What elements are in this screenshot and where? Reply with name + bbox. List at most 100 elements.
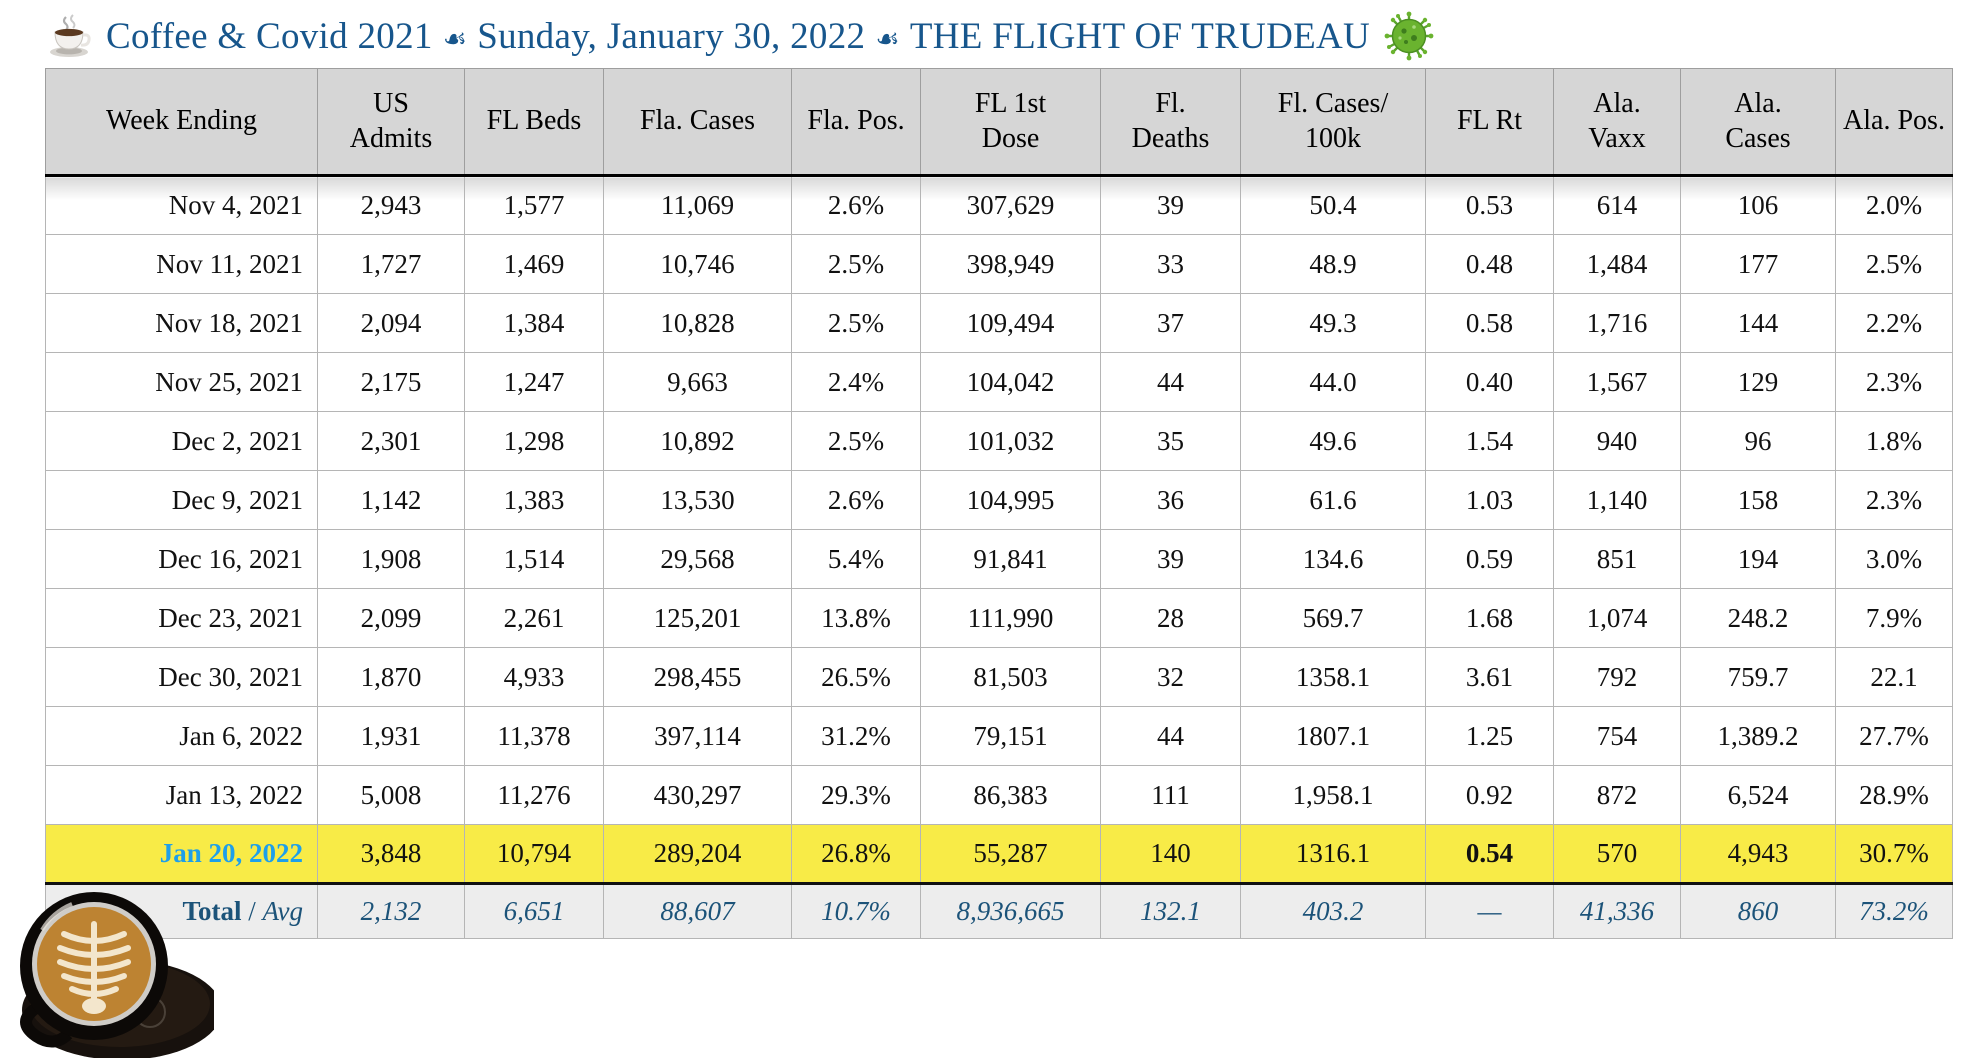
value-cell: 2.6% [791, 470, 921, 530]
value-cell: 28.9% [1835, 765, 1953, 825]
value-cell: 0.92 [1425, 765, 1554, 825]
value-cell: 7.9% [1835, 588, 1953, 648]
value-cell: 1,958.1 [1240, 765, 1426, 825]
value-cell: 61.6 [1240, 470, 1426, 530]
value-cell: 2,099 [317, 588, 465, 648]
week-ending-cell: Jan 20, 2022 [45, 824, 318, 885]
total-value-cell: 8,936,665 [920, 882, 1101, 939]
value-cell: 50.4 [1240, 175, 1426, 235]
week-ending-cell: Dec 2, 2021 [45, 411, 318, 471]
week-row: Jan 13, 2022 5,008 11,276 430,297 29.3% 86,38… [45, 765, 1953, 825]
value-cell: 79,151 [920, 706, 1101, 766]
total-value-cell: 860 [1680, 882, 1836, 939]
week-ending-cell: Jan 13, 2022 [45, 765, 318, 825]
column-header: Fla. Pos. [791, 68, 921, 177]
week-row: Dec 9, 2021 1,142 1,383 13,530 2.6% 104,995 36… [45, 470, 1953, 530]
week-row: Dec 2, 2021 2,301 1,298 10,892 2.5% 101,032 35… [45, 411, 1953, 471]
value-cell: 5,008 [317, 765, 465, 825]
value-cell: 106 [1680, 175, 1836, 235]
value-cell: 1,931 [317, 706, 465, 766]
header-row: Week Ending US Admits FL Beds Fla. Cases Fla… [45, 68, 1953, 177]
value-cell: 13.8% [791, 588, 921, 648]
value-cell: 1,383 [464, 470, 604, 530]
value-cell: 1,908 [317, 529, 465, 589]
value-cell: 10,746 [603, 234, 792, 294]
value-cell: 13,530 [603, 470, 792, 530]
value-cell: 194 [1680, 529, 1836, 589]
column-header: Ala. Pos. [1835, 68, 1953, 177]
value-cell: 30.7% [1835, 824, 1953, 885]
value-cell: 2.0% [1835, 175, 1953, 235]
value-cell: 101,032 [920, 411, 1101, 471]
value-cell: 111 [1100, 765, 1241, 825]
value-cell: 1.25 [1425, 706, 1554, 766]
column-header: FL 1st Dose [920, 68, 1101, 177]
value-cell: 5.4% [791, 529, 921, 589]
value-cell: 0.53 [1425, 175, 1554, 235]
value-cell: 1,716 [1553, 293, 1681, 353]
value-cell: 398,949 [920, 234, 1101, 294]
value-cell: 1,727 [317, 234, 465, 294]
title-part-one: Coffee & Covid 2021 [106, 15, 433, 57]
value-cell: 10,892 [603, 411, 792, 471]
value-cell: 4,943 [1680, 824, 1836, 885]
value-cell: 1,469 [464, 234, 604, 294]
value-cell: 2.5% [791, 411, 921, 471]
value-cell: 1,247 [464, 352, 604, 412]
value-cell: 39 [1100, 175, 1241, 235]
total-value-cell: 88,607 [603, 882, 792, 939]
value-cell: 430,297 [603, 765, 792, 825]
value-cell: 570 [1553, 824, 1681, 885]
week-ending-cell: Dec 30, 2021 [45, 647, 318, 707]
total-value-cell: 403.2 [1240, 882, 1426, 939]
total-value-cell: 41,336 [1553, 882, 1681, 939]
week-ending-cell: Nov 18, 2021 [45, 293, 318, 353]
value-cell: 3.61 [1425, 647, 1554, 707]
value-cell: 0.54 [1425, 824, 1554, 885]
value-cell: 0.48 [1425, 234, 1554, 294]
value-cell: 1,577 [464, 175, 604, 235]
value-cell: 81,503 [920, 647, 1101, 707]
value-cell: 940 [1553, 411, 1681, 471]
value-cell: 109,494 [920, 293, 1101, 353]
value-cell: 49.6 [1240, 411, 1426, 471]
value-cell: 2.6% [791, 175, 921, 235]
column-header: FL Beds [464, 68, 604, 177]
value-cell: 1.03 [1425, 470, 1554, 530]
value-cell: 104,042 [920, 352, 1101, 412]
value-cell: 6,524 [1680, 765, 1836, 825]
value-cell: 1.54 [1425, 411, 1554, 471]
value-cell: 1316.1 [1240, 824, 1426, 885]
value-cell: 2,175 [317, 352, 465, 412]
fleuron-separator: ☙ [875, 23, 900, 54]
value-cell: 9,663 [603, 352, 792, 412]
page-title: Coffee & Covid 2021 ☙ Sunday, January 30, … [106, 15, 1370, 58]
value-cell: 129 [1680, 352, 1836, 412]
value-cell: 91,841 [920, 529, 1101, 589]
value-cell: 22.1 [1835, 647, 1953, 707]
value-cell: 0.59 [1425, 529, 1554, 589]
value-cell: 29,568 [603, 529, 792, 589]
value-cell: 26.8% [791, 824, 921, 885]
value-cell: 32 [1100, 647, 1241, 707]
total-value-cell: 2,132 [317, 882, 465, 939]
value-cell: 851 [1553, 529, 1681, 589]
week-ending-cell: Nov 4, 2021 [45, 175, 318, 235]
value-cell: 44 [1100, 706, 1241, 766]
value-cell: 29.3% [791, 765, 921, 825]
coffee-cup-icon [46, 14, 92, 58]
value-cell: 11,378 [464, 706, 604, 766]
value-cell: 125,201 [603, 588, 792, 648]
value-cell: 48.9 [1240, 234, 1426, 294]
value-cell: 44 [1100, 352, 1241, 412]
total-value-cell: — [1425, 882, 1554, 939]
fleuron-separator: ☙ [442, 23, 468, 54]
value-cell: 11,276 [464, 765, 604, 825]
value-cell: 177 [1680, 234, 1836, 294]
value-cell: 10,794 [464, 824, 604, 885]
column-header: Ala. Cases [1680, 68, 1836, 177]
value-cell: 614 [1553, 175, 1681, 235]
total-value-cell: 10.7% [791, 882, 921, 939]
column-header: FL Rt [1425, 68, 1554, 177]
value-cell: 759.7 [1680, 647, 1836, 707]
